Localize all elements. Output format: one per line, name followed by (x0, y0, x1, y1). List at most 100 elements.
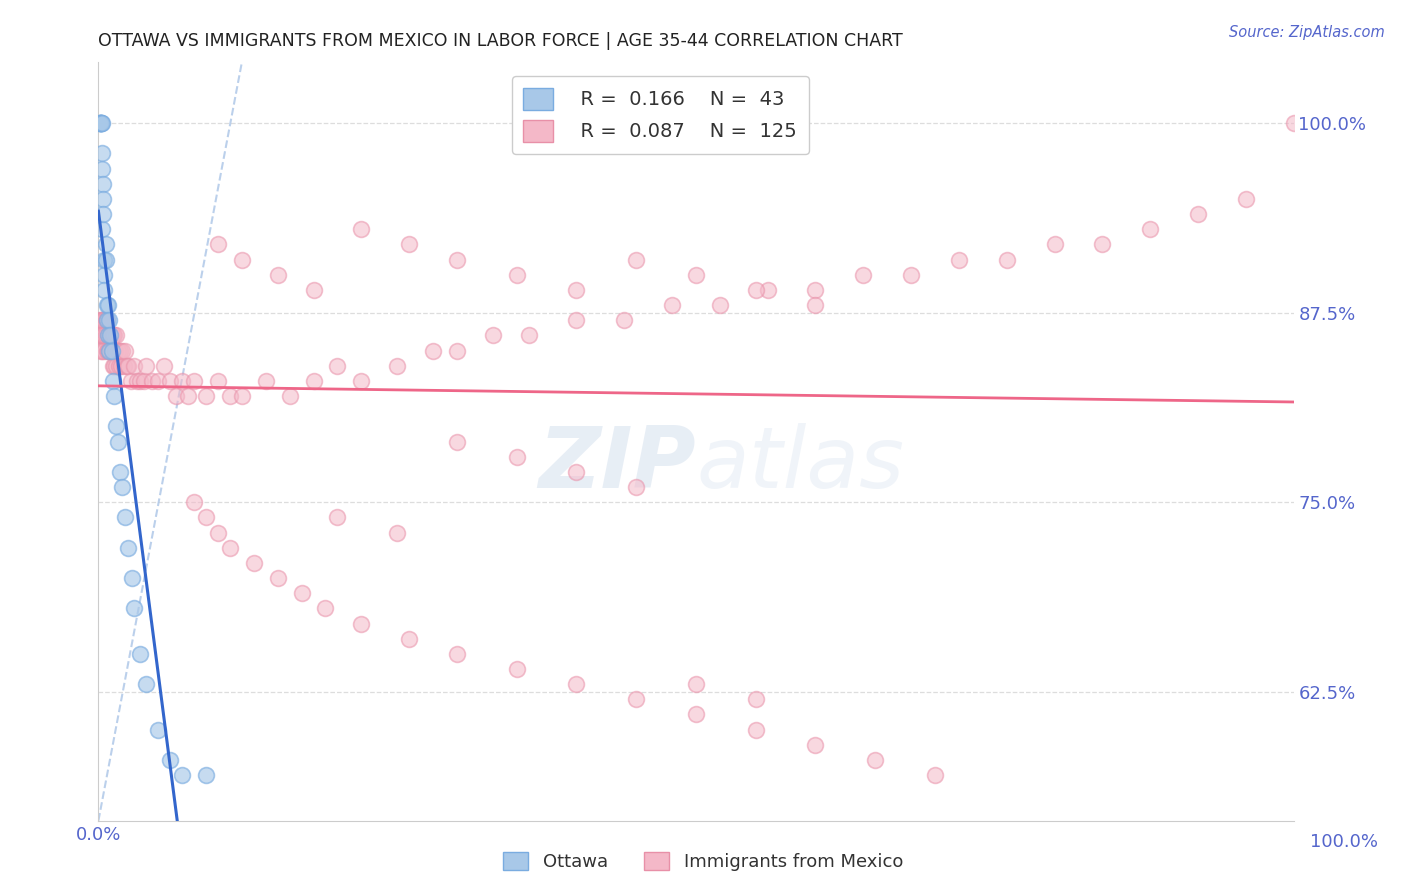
Point (103, 328, 125, 343)
Point (852, 268, 875, 282)
Point (91, 177, 114, 191)
Point (350, 374, 373, 388)
Point (804, 298, 827, 312)
Text: Source: ZipAtlas.com: Source: ZipAtlas.com (1229, 25, 1385, 40)
Point (219, 541, 242, 555)
Point (107, 343, 129, 358)
Point (94, 237, 117, 252)
Point (89, 116, 111, 130)
Point (626, 252, 648, 267)
Point (91, 161, 114, 176)
Point (125, 374, 148, 388)
Point (398, 632, 420, 646)
Point (89, 116, 111, 130)
Point (948, 252, 970, 267)
Point (1282, 116, 1305, 130)
Point (177, 389, 200, 403)
Point (111, 343, 134, 358)
Point (107, 434, 129, 449)
Point (385, 359, 409, 373)
Point (98, 343, 121, 358)
Point (267, 571, 290, 585)
Point (93, 268, 115, 282)
Point (100, 343, 122, 358)
Point (1043, 237, 1066, 252)
Point (112, 359, 135, 373)
Point (108, 465, 131, 479)
Point (96, 313, 118, 327)
Point (98, 328, 122, 343)
Point (110, 359, 132, 373)
Point (165, 389, 187, 403)
Point (108, 343, 131, 358)
Point (517, 328, 540, 343)
Point (91, 207, 114, 221)
Point (98, 313, 121, 327)
Point (121, 571, 143, 585)
Point (302, 374, 325, 388)
Point (114, 510, 136, 524)
Point (91, 343, 114, 358)
Text: atlas: atlas (696, 423, 904, 506)
Point (117, 541, 139, 555)
Point (89, 116, 111, 130)
Point (685, 677, 707, 691)
Point (278, 389, 301, 403)
Point (98, 328, 122, 343)
Point (709, 298, 731, 312)
Point (101, 359, 124, 373)
Text: 100.0%: 100.0% (1310, 833, 1378, 851)
Point (111, 480, 134, 494)
Point (315, 601, 337, 615)
Point (129, 647, 152, 661)
Point (90, 116, 112, 130)
Point (446, 434, 468, 449)
Point (115, 359, 138, 373)
Point (565, 283, 588, 297)
Point (93, 252, 115, 267)
Point (231, 389, 253, 403)
Point (129, 374, 152, 388)
Point (506, 268, 529, 282)
Point (90, 343, 112, 358)
Point (90, 116, 112, 130)
Point (105, 419, 128, 434)
Point (685, 268, 707, 282)
Point (219, 389, 242, 403)
Point (231, 252, 253, 267)
Point (267, 268, 290, 282)
Point (89, 328, 111, 343)
Point (565, 677, 588, 691)
Point (613, 313, 636, 327)
Point (1187, 207, 1209, 221)
Point (1139, 222, 1161, 236)
Point (243, 556, 266, 570)
Point (117, 359, 139, 373)
Point (94, 252, 117, 267)
Point (93, 283, 115, 297)
Point (132, 374, 155, 388)
Point (97, 328, 120, 343)
Point (90, 313, 112, 327)
Point (422, 343, 444, 358)
Point (254, 374, 277, 388)
Text: ZIP: ZIP (538, 423, 696, 506)
Point (661, 298, 683, 312)
Point (93, 343, 115, 358)
Point (745, 723, 768, 737)
Point (302, 283, 325, 297)
Point (350, 616, 373, 631)
Point (91, 313, 114, 327)
Point (995, 252, 1018, 267)
Point (98, 343, 121, 358)
Point (96, 313, 118, 327)
Point (107, 359, 129, 373)
Point (120, 374, 142, 388)
Point (183, 495, 205, 509)
Point (1091, 237, 1114, 252)
Point (100, 343, 122, 358)
Point (506, 662, 529, 676)
Point (685, 707, 707, 722)
Point (565, 313, 588, 327)
Point (446, 252, 468, 267)
